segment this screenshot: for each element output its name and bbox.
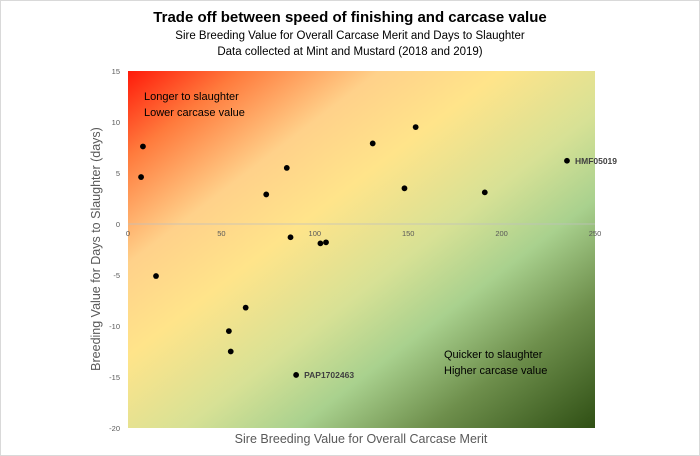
x-tick-label: 0 [126, 229, 130, 238]
x-tick-label: 250 [589, 229, 602, 238]
chart-subtitle-1: Sire Breeding Value for Overall Carcase … [175, 30, 525, 42]
data-point [140, 143, 146, 150]
data-point [153, 273, 159, 279]
y-tick-label: 15 [112, 67, 120, 76]
data-point [227, 348, 234, 355]
data-point [242, 304, 249, 311]
data-point [138, 174, 144, 180]
x-tick-label: 50 [217, 229, 225, 238]
annotation-bottom-right-1: Quicker to slaughter [444, 349, 543, 361]
chart-subtitle-2: Data collected at Mint and Mustard (2018… [217, 46, 483, 58]
y-tick-label: -15 [109, 373, 120, 382]
data-point [225, 328, 232, 334]
data-point [369, 140, 376, 147]
data-point [287, 234, 294, 241]
x-axis-title: Sire Breeding Value for Overall Carcase … [235, 432, 488, 446]
data-point [323, 239, 329, 246]
x-tick-label: 150 [402, 229, 415, 238]
data-point-label: PAP1702463 [304, 370, 354, 380]
annotation-top-left-1: Longer to slaughter [144, 91, 239, 103]
y-tick-label: -10 [109, 322, 120, 331]
data-point [481, 189, 488, 196]
x-tick-label: 100 [309, 229, 322, 238]
annotation-top-left-2: Lower carcase value [144, 107, 245, 119]
data-point [293, 372, 300, 378]
y-tick-label: 5 [116, 169, 120, 178]
data-point [283, 165, 290, 171]
y-tick-label: 10 [112, 118, 120, 127]
data-point-label: HMF05019 [575, 156, 617, 166]
annotation-bottom-right-2: Higher carcase value [444, 365, 547, 377]
x-tick-label: 200 [495, 229, 508, 238]
y-axis-title: Breeding Value for Days to Slaughter (da… [89, 127, 103, 371]
y-tick-label: -20 [109, 424, 120, 433]
data-point [401, 185, 408, 192]
data-point [317, 240, 324, 247]
data-point [564, 157, 570, 164]
data-point [412, 124, 419, 130]
y-tick-label: -5 [113, 271, 120, 280]
y-tick-label: 0 [116, 220, 120, 229]
data-point [263, 191, 270, 198]
plot-area [128, 71, 595, 428]
chart-title: Trade off between speed of finishing and… [153, 9, 547, 26]
